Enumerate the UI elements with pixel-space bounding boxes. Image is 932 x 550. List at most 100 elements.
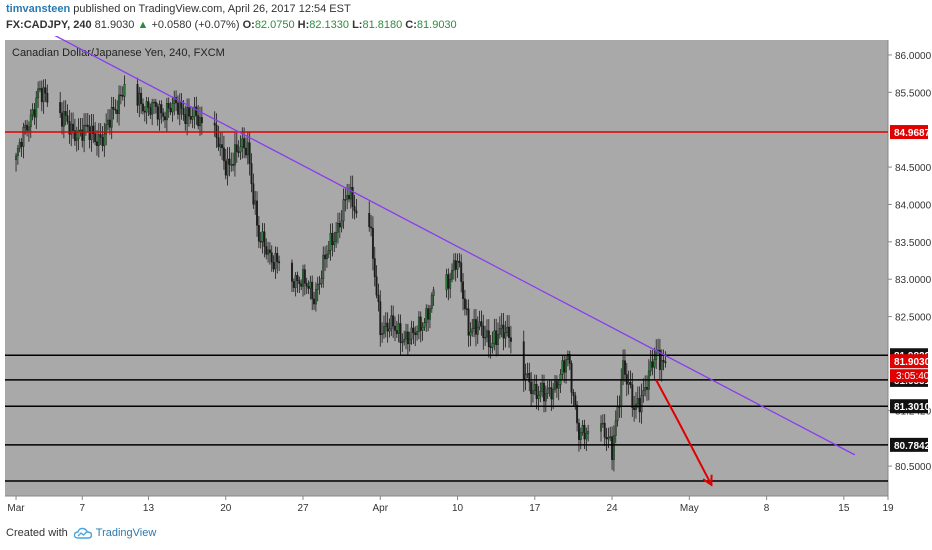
candle-body: [583, 425, 586, 440]
candle-body: [26, 124, 29, 131]
candle-body: [62, 111, 65, 127]
chart-svg[interactable]: Canadian Dollar/Japanese Yen, 240, FXCM 8…: [0, 31, 932, 516]
support-3-price-tag: [890, 399, 928, 414]
candle-body: [167, 103, 170, 109]
candle-body: [61, 112, 63, 127]
candle-body: [143, 110, 146, 113]
candle-body: [160, 104, 163, 114]
candle-body: [471, 328, 474, 333]
candle-body: [548, 387, 551, 389]
candle-body: [449, 278, 452, 289]
candle-body: [243, 138, 246, 149]
candle-body: [349, 187, 352, 200]
candle-body: [66, 115, 69, 122]
candle-body: [627, 381, 630, 385]
candle-body: [539, 391, 542, 396]
candle-body: [268, 249, 271, 253]
candle-body: [484, 336, 487, 339]
candle-body: [213, 122, 216, 126]
candle-body: [162, 112, 165, 117]
candle-body: [20, 142, 23, 147]
candle-body: [473, 319, 476, 329]
x-tick-label: 13: [143, 503, 155, 514]
candle-body: [222, 147, 225, 162]
candle-body: [314, 289, 317, 305]
candle-body: [254, 200, 257, 205]
candle-body: [96, 141, 98, 146]
candle-body: [541, 382, 544, 392]
candle-body: [221, 144, 224, 149]
symbol-label: FX:CADJPY, 240: [6, 19, 92, 31]
candle-body: [614, 420, 617, 436]
price-axis: [888, 36, 932, 516]
x-tick-label: 15: [838, 503, 850, 514]
candle-body: [401, 341, 404, 344]
candle-body: [386, 322, 389, 332]
candle-body: [587, 430, 590, 434]
candle-body: [574, 395, 577, 406]
candle-body: [552, 389, 555, 400]
candle-body: [432, 289, 435, 296]
last-price-tag: [890, 354, 928, 369]
candle-body: [629, 381, 632, 385]
candle-body: [526, 373, 529, 375]
tradingview-brand[interactable]: TradingView: [73, 527, 156, 539]
candle-body: [585, 433, 588, 440]
candle-body: [500, 324, 503, 329]
candle-body: [274, 252, 277, 270]
candle-body: [184, 114, 187, 124]
candle-body: [408, 338, 411, 345]
candle-body: [491, 343, 494, 348]
price-chart[interactable]: Canadian Dollar/Japanese Yen, 240, FXCM 8…: [0, 31, 932, 516]
candle-body: [410, 327, 413, 340]
candle-body: [568, 354, 571, 364]
candle-body: [489, 346, 492, 348]
candle-body: [79, 129, 82, 132]
candle-body: [419, 316, 422, 331]
candle-body: [165, 103, 168, 121]
y-tick-label: 80.5000: [895, 462, 932, 473]
candle-body: [88, 126, 91, 141]
candle-body: [302, 269, 304, 287]
candle-body: [493, 330, 496, 344]
candle-body: [403, 338, 406, 343]
candle-body: [603, 422, 606, 438]
y-tick-label: 84.0000: [895, 200, 932, 211]
candle-body: [110, 107, 113, 128]
candle-body: [495, 330, 498, 345]
candle-body: [338, 223, 341, 228]
candle-body: [199, 117, 201, 127]
candle-body: [447, 274, 450, 289]
candle-body: [622, 360, 625, 380]
candle-body: [572, 392, 575, 396]
candle-body: [633, 407, 636, 410]
low-label: L:: [352, 19, 363, 31]
candle-body: [395, 330, 398, 334]
candle-body: [241, 138, 244, 148]
candle-body: [498, 328, 501, 335]
candle-body: [412, 327, 415, 333]
candle-body: [581, 425, 584, 433]
candle-body: [428, 308, 431, 320]
candle-body: [195, 106, 198, 116]
candle-body: [425, 308, 428, 323]
high-label: H:: [297, 19, 310, 31]
candle-body: [342, 199, 345, 222]
support-4-price-tag: [890, 437, 928, 452]
candle-body: [535, 384, 538, 400]
candle-body: [42, 87, 45, 103]
x-tick-label: 7: [79, 503, 85, 514]
candle-body: [487, 330, 490, 347]
candle-body: [355, 210, 358, 214]
projection-arrow: [655, 379, 713, 486]
y-tick-label: 84.5000: [895, 163, 932, 174]
candle-body: [86, 124, 89, 127]
resistance-price-tag: [890, 125, 928, 140]
countdown-label: 3:05:40: [896, 371, 930, 382]
candle-body: [298, 280, 301, 284]
candle-body: [454, 260, 457, 270]
author-link[interactable]: timvansteen: [6, 3, 71, 15]
candle-body: [75, 138, 78, 141]
candles: [15, 75, 667, 472]
candle-body: [309, 281, 312, 289]
